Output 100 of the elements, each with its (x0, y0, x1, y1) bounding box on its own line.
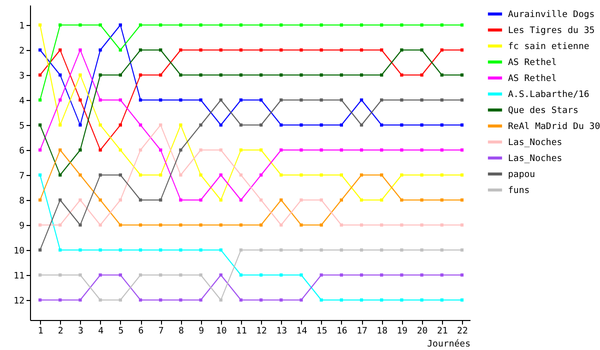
point (380, 223, 384, 227)
point (78, 148, 82, 152)
point (380, 148, 384, 152)
point (58, 198, 62, 202)
legend-label: Aurainville Dogs (508, 10, 595, 20)
x-tick-label: 8 (178, 326, 184, 336)
point (118, 98, 122, 102)
point (360, 23, 364, 27)
point (159, 123, 162, 127)
x-tick-label: 10 (216, 326, 227, 336)
point (38, 273, 42, 277)
point (380, 298, 384, 302)
point (239, 248, 243, 252)
point (380, 23, 384, 27)
point (280, 148, 283, 152)
point (58, 48, 62, 52)
point (440, 73, 444, 77)
point (38, 23, 42, 27)
x-tick-label: 7 (158, 326, 164, 336)
x-tick-label: 18 (376, 326, 388, 336)
point (199, 223, 202, 227)
point (320, 223, 323, 227)
point (199, 248, 202, 252)
point (300, 148, 303, 152)
point (420, 73, 424, 77)
x-tick-label: 17 (356, 326, 368, 336)
point (118, 148, 122, 152)
point (280, 48, 283, 52)
point (400, 48, 404, 52)
point (38, 123, 42, 127)
point (340, 298, 343, 302)
legend-label: papou (508, 170, 536, 180)
point (340, 223, 343, 227)
point (58, 173, 62, 177)
x-axis-title: Journées (427, 338, 470, 350)
point (380, 73, 384, 77)
point (360, 273, 364, 277)
point (179, 223, 182, 227)
point (98, 48, 102, 52)
point (239, 98, 243, 102)
point (380, 248, 384, 252)
point (219, 273, 222, 277)
point (360, 73, 364, 77)
point (219, 48, 222, 52)
point (259, 123, 263, 127)
point (78, 98, 82, 102)
x-tick-label: 3 (78, 326, 84, 336)
point (259, 48, 263, 52)
point (199, 273, 202, 277)
point (340, 173, 343, 177)
point (118, 48, 122, 52)
point (360, 148, 364, 152)
point (138, 198, 142, 202)
point (360, 198, 364, 202)
point (400, 148, 404, 152)
point (199, 73, 202, 77)
point (58, 98, 62, 102)
point (320, 73, 323, 77)
point (98, 298, 102, 302)
point (300, 23, 303, 27)
point (58, 23, 62, 27)
point (159, 173, 162, 177)
point (259, 223, 263, 227)
point (340, 148, 343, 152)
point (420, 123, 424, 127)
point (440, 48, 444, 52)
point (98, 148, 102, 152)
point (199, 48, 202, 52)
point (460, 148, 464, 152)
point (58, 148, 62, 152)
point (199, 298, 202, 302)
point (380, 98, 384, 102)
point (38, 98, 42, 102)
point (400, 248, 404, 252)
point (239, 23, 243, 27)
point (78, 23, 82, 27)
point (259, 173, 263, 177)
point (400, 223, 404, 227)
point (219, 223, 222, 227)
point (340, 273, 343, 277)
point (159, 148, 162, 152)
point (199, 23, 202, 27)
point (179, 273, 182, 277)
point (159, 98, 162, 102)
point (118, 173, 122, 177)
point (259, 73, 263, 77)
x-tick-label: 14 (296, 326, 308, 336)
point (138, 273, 142, 277)
point (460, 173, 464, 177)
point (280, 23, 283, 27)
point (320, 98, 323, 102)
point (440, 248, 444, 252)
point (300, 98, 303, 102)
y-tick-label: 8 (19, 196, 24, 206)
point (58, 298, 62, 302)
point (340, 198, 343, 202)
point (340, 123, 343, 127)
point (138, 173, 142, 177)
legend-label: Les Tigres du 35 (508, 26, 595, 36)
point (320, 23, 323, 27)
